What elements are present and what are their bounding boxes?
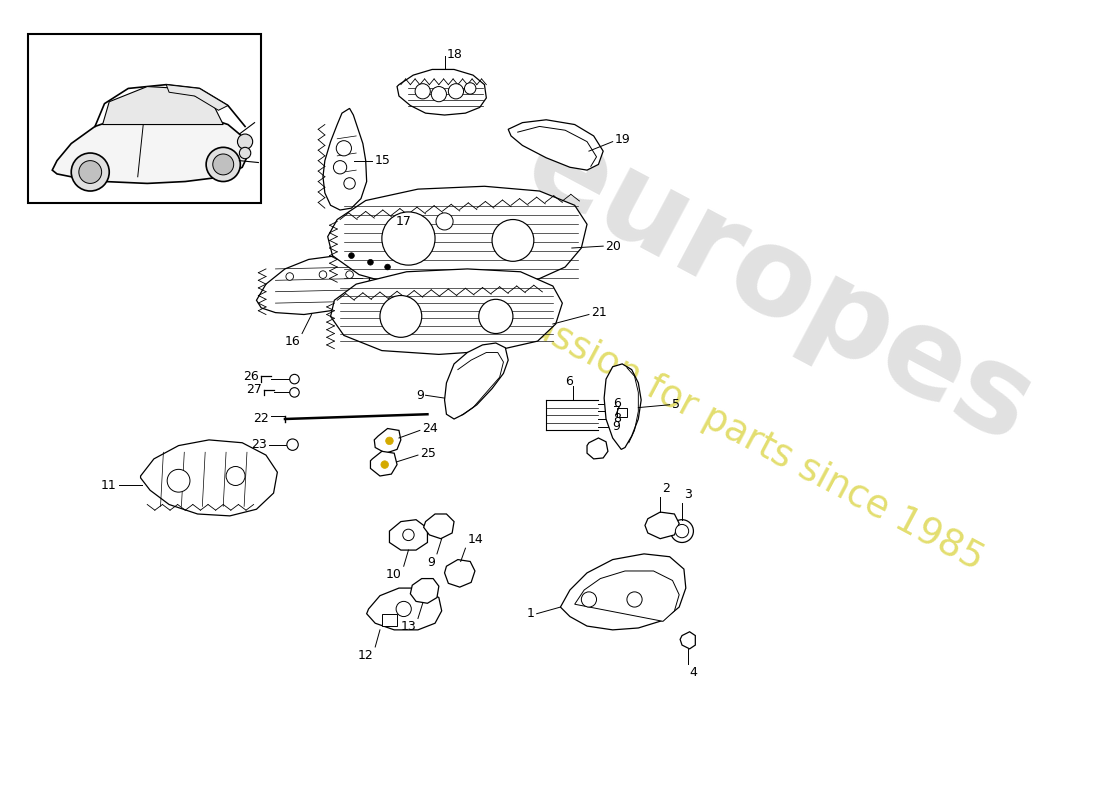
Text: 18: 18 [447,48,462,61]
Polygon shape [560,554,685,630]
Circle shape [167,470,190,492]
Circle shape [344,178,355,189]
Polygon shape [382,614,397,626]
Circle shape [385,264,390,270]
Polygon shape [166,85,228,110]
Text: 3: 3 [684,488,692,501]
Text: 1: 1 [527,607,535,620]
Text: 7: 7 [613,405,620,418]
Polygon shape [374,429,400,453]
Circle shape [492,219,534,262]
Polygon shape [371,451,397,476]
Circle shape [72,153,109,191]
Circle shape [382,212,435,265]
Circle shape [337,141,352,156]
Circle shape [212,154,233,175]
Polygon shape [331,269,562,354]
Polygon shape [444,343,508,419]
Circle shape [675,525,689,538]
Text: 14: 14 [468,534,483,546]
Text: 21: 21 [591,306,606,319]
Text: 11: 11 [101,479,117,492]
Circle shape [464,82,476,94]
Circle shape [386,437,394,445]
Polygon shape [389,520,428,550]
Polygon shape [424,514,454,538]
Circle shape [671,520,693,542]
Text: 25: 25 [420,446,436,460]
Circle shape [436,213,453,230]
Circle shape [240,147,251,158]
Circle shape [415,84,430,99]
Polygon shape [52,112,249,183]
Polygon shape [328,186,587,290]
Circle shape [227,466,245,486]
Polygon shape [574,571,679,622]
Circle shape [206,147,240,182]
Circle shape [449,84,463,99]
Text: 10: 10 [386,568,402,581]
Text: 4: 4 [690,666,697,679]
Circle shape [238,134,253,150]
Text: 6: 6 [565,374,573,387]
Text: 26: 26 [243,370,260,382]
Circle shape [627,592,642,607]
Circle shape [379,295,421,338]
Polygon shape [444,559,475,587]
Polygon shape [410,578,439,603]
Text: 8: 8 [613,413,620,426]
Circle shape [431,208,458,234]
Text: 22: 22 [253,413,268,426]
Circle shape [79,161,101,183]
Circle shape [349,253,354,258]
Text: 23: 23 [251,438,267,451]
Circle shape [286,273,294,280]
Text: 20: 20 [605,240,621,253]
Polygon shape [680,632,695,649]
Circle shape [345,271,353,278]
Polygon shape [508,120,603,170]
Text: 6: 6 [613,398,620,410]
Text: 9: 9 [416,389,424,402]
Polygon shape [604,364,641,450]
Text: 27: 27 [246,383,262,396]
Polygon shape [256,256,371,314]
Text: 9: 9 [427,556,434,569]
Text: 16: 16 [285,335,300,349]
Circle shape [396,602,411,617]
Circle shape [478,299,513,334]
Text: a passion for parts since 1985: a passion for parts since 1985 [473,280,990,578]
Circle shape [581,592,596,607]
Polygon shape [141,440,277,516]
Circle shape [289,388,299,397]
Text: europes: europes [505,103,1053,469]
Polygon shape [617,407,627,417]
Text: 13: 13 [400,620,416,634]
Polygon shape [366,588,442,630]
Text: 9: 9 [613,420,620,433]
Circle shape [381,461,388,468]
Text: 19: 19 [615,134,630,146]
Circle shape [287,439,298,450]
Circle shape [367,259,373,265]
Circle shape [289,374,299,384]
Text: 5: 5 [672,398,680,411]
Bar [29,34,261,203]
Circle shape [319,271,327,278]
Text: 2: 2 [662,482,670,495]
Text: 15: 15 [374,154,390,167]
Circle shape [403,529,415,541]
Circle shape [333,161,346,174]
Polygon shape [645,512,679,538]
Text: 17: 17 [395,215,411,228]
Polygon shape [102,86,223,125]
Polygon shape [587,438,608,459]
Circle shape [431,86,447,102]
Polygon shape [397,70,486,115]
Polygon shape [323,108,366,210]
Text: 24: 24 [421,422,438,435]
Text: 12: 12 [358,649,373,662]
